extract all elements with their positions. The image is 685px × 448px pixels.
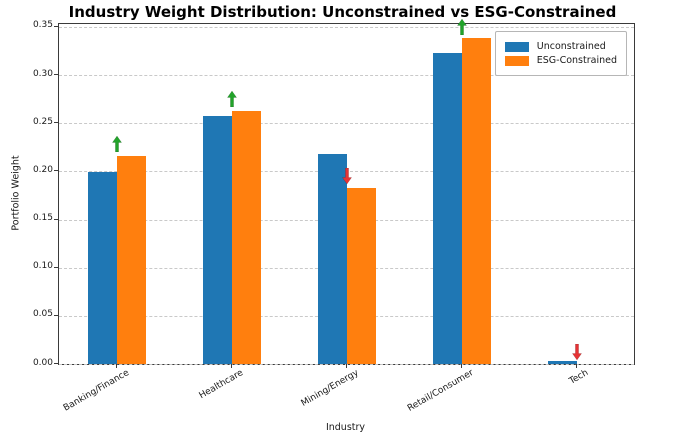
- y-tick-label: 0.10: [32, 261, 53, 272]
- y-tick-label: 0.00: [32, 357, 53, 368]
- y-tick-label: 0.35: [32, 20, 53, 31]
- y-tick: [54, 363, 58, 364]
- x-tick-label-healthcare: Healthcare: [198, 368, 246, 402]
- x-tick-label-banking-finance: Banking/Finance: [61, 368, 131, 414]
- legend-swatch-esg-constrained: [504, 55, 529, 66]
- y-tick: [54, 170, 58, 172]
- chart-title: Industry Weight Distribution: Unconstrai…: [68, 3, 617, 21]
- y-tick: [54, 314, 58, 316]
- x-axis-label: Industry: [325, 422, 366, 433]
- x-tick: [345, 364, 347, 368]
- legend: Unconstrained ESG-Constrained: [494, 31, 627, 76]
- gridline-0.25: [59, 123, 634, 125]
- x-tick-label-tech: Tech: [568, 368, 591, 387]
- y-tick: [54, 25, 58, 27]
- legend-label-esg-constrained: ESG-Constrained: [536, 55, 617, 66]
- gridline-0.35: [59, 26, 634, 28]
- bar-unconstrained-banking-finance: [87, 172, 117, 364]
- y-tick-label: 0.05: [32, 309, 53, 320]
- y-tick-label: 0.30: [32, 68, 53, 79]
- y-tick: [54, 218, 58, 220]
- bar-esg-constrained-banking-finance: [116, 155, 146, 364]
- x-tick: [575, 364, 577, 368]
- legend-item-esg-constrained: ESG-Constrained: [504, 55, 617, 66]
- bar-esg-constrained-healthcare: [231, 110, 261, 364]
- y-tick: [54, 266, 58, 268]
- down-arrow-icon: [341, 167, 352, 185]
- y-tick: [54, 122, 58, 124]
- up-arrow-icon: [456, 18, 467, 35]
- x-tick: [115, 364, 117, 368]
- bar-unconstrained-mining-energy: [317, 154, 347, 364]
- down-arrow-icon: [571, 343, 582, 361]
- gridline-0.00: [59, 364, 634, 365]
- y-tick: [54, 74, 58, 76]
- x-tick-label-mining-energy: Mining/Energy: [299, 368, 361, 409]
- bar-unconstrained-retail-consumer: [432, 52, 462, 364]
- x-tick: [230, 364, 232, 368]
- legend-label-unconstrained: Unconstrained: [536, 41, 606, 52]
- y-axis-label: Portfolio Weight: [10, 155, 22, 231]
- up-arrow-icon: [226, 90, 237, 108]
- up-arrow-icon: [111, 135, 122, 153]
- y-tick-label: 0.25: [32, 116, 53, 127]
- y-tick-label: 0.15: [32, 213, 53, 224]
- bar-unconstrained-tech: [547, 361, 577, 364]
- x-tick: [460, 364, 462, 368]
- bar-unconstrained-healthcare: [202, 116, 232, 364]
- bar-esg-constrained-mining-energy: [346, 187, 376, 364]
- gridline-0.30: [59, 75, 634, 77]
- legend-swatch-unconstrained: [504, 41, 529, 52]
- x-tick-label-retail-consumer: Retail/Consumer: [406, 368, 476, 414]
- bar-esg-constrained-retail-consumer: [461, 38, 491, 364]
- y-tick-label: 0.20: [32, 164, 53, 175]
- legend-item-unconstrained: Unconstrained: [504, 41, 617, 52]
- plot-area: Unconstrained ESG-Constrained: [58, 18, 635, 365]
